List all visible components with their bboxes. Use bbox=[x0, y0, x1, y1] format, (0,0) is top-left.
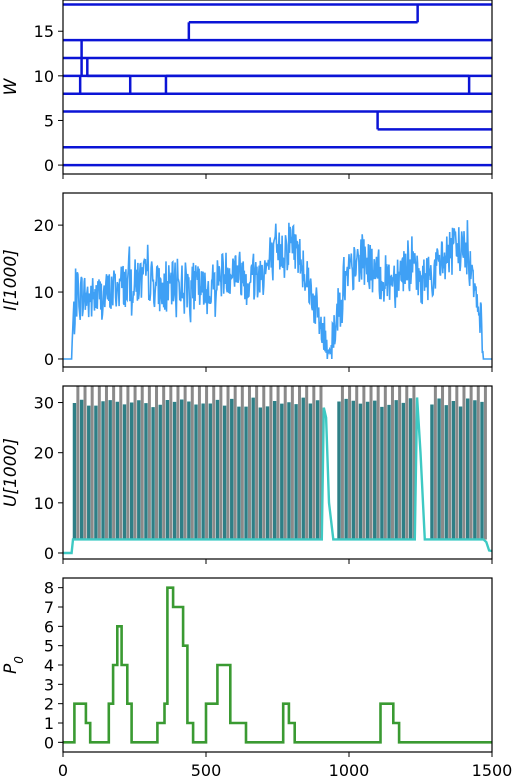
y-tick-label: 5 bbox=[44, 637, 54, 656]
y-axis-label: W bbox=[1, 77, 21, 95]
x-tick-label: 0 bbox=[58, 761, 68, 780]
y-tick-label: 0 bbox=[44, 156, 54, 175]
y-tick-label: 7 bbox=[44, 598, 54, 617]
y-tick-label: 10 bbox=[34, 494, 54, 513]
y-tick-label: 8 bbox=[44, 579, 54, 598]
y-axis-label: U[1000] bbox=[1, 438, 21, 507]
w-panel: 0 5 10 15 W bbox=[1, 0, 493, 179]
y-tick-label: 6 bbox=[44, 617, 54, 636]
y-axis-label: P0 bbox=[1, 656, 26, 674]
y-tick-label: 1 bbox=[44, 714, 54, 733]
u-baseline-line bbox=[63, 397, 493, 555]
y-tick-label: 0 bbox=[44, 544, 54, 563]
plot-frame bbox=[62, 0, 493, 175]
y-tick-label: 20 bbox=[34, 216, 54, 235]
y-tick-label: 15 bbox=[34, 22, 54, 41]
y-axis-label: I[1000] bbox=[1, 249, 21, 311]
y-tick-label: 0 bbox=[44, 733, 54, 752]
y-axis-label-subscript: 0 bbox=[12, 656, 26, 664]
p0-series-line bbox=[63, 586, 492, 744]
y-tick-label: 2 bbox=[44, 695, 54, 714]
y-tick-label: 30 bbox=[34, 394, 54, 413]
i-series-line bbox=[63, 220, 492, 360]
x-tick-label: 1000 bbox=[329, 761, 370, 780]
y-tick-label: 10 bbox=[34, 283, 54, 302]
y-tick-label: 0 bbox=[44, 350, 54, 369]
y-tick-label: 4 bbox=[44, 656, 54, 675]
y-tick-label: 20 bbox=[34, 444, 54, 463]
i-panel: 0 10 20 I[1000] bbox=[1, 192, 493, 372]
y-tick-label: 5 bbox=[44, 111, 54, 130]
x-tick-label: 500 bbox=[191, 761, 222, 780]
y-tick-label: 10 bbox=[34, 67, 54, 86]
u-panel: 0 10 20 30 U[1000] bbox=[1, 385, 493, 564]
plot-frame bbox=[62, 192, 493, 368]
plot-frame bbox=[62, 385, 493, 560]
y-tick-label: 3 bbox=[44, 675, 54, 694]
x-tick-label: 1500 bbox=[472, 761, 513, 780]
